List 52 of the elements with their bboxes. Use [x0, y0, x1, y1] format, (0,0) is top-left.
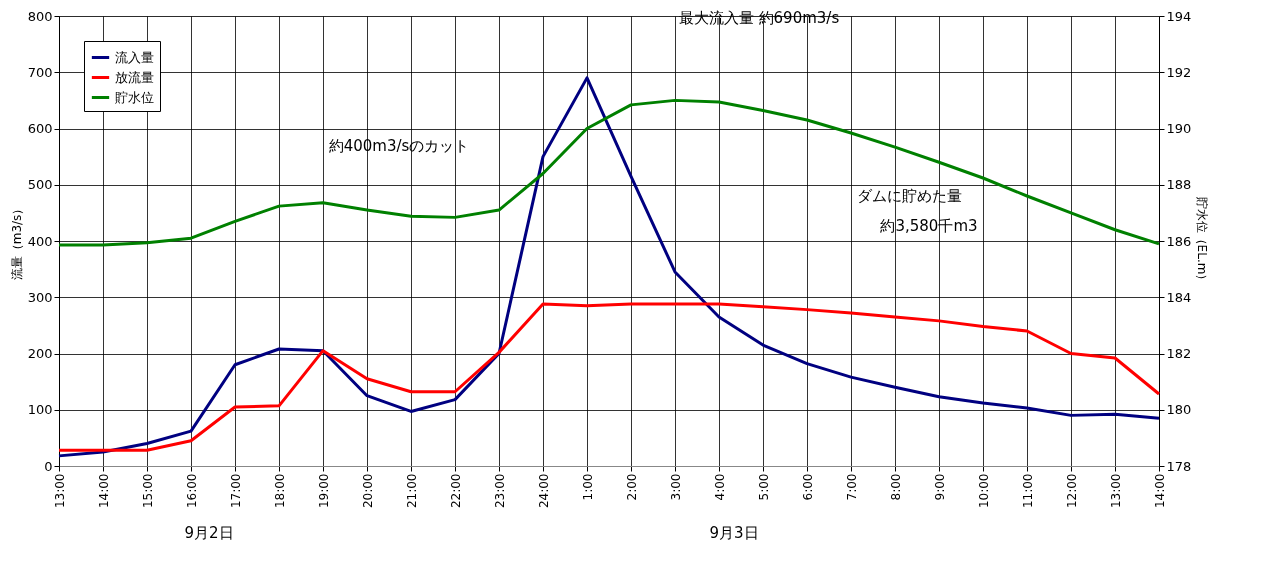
- y-tick-label: 200: [27, 346, 53, 361]
- x-tick-label: 14:00: [1152, 473, 1167, 509]
- x-tick-label: 1:00: [580, 473, 595, 501]
- x-tick-label: 4:00: [712, 473, 727, 501]
- y2-tick-label: 186: [1166, 233, 1192, 249]
- y-tick-label: 700: [27, 64, 53, 80]
- text: 9月2日: [184, 524, 234, 542]
- y-tick-label: 100: [27, 402, 53, 418]
- x-tick-label: 6:00: [800, 473, 815, 501]
- x-tick-label: 13:00: [52, 473, 67, 509]
- x-tick-label: 2:00: [624, 473, 639, 501]
- x-tick-label: 13:00: [1108, 473, 1123, 509]
- x-tick-label: 18:00: [272, 473, 287, 509]
- x-tick-label: 23:00: [492, 473, 507, 509]
- x-tick-label: 10:00: [976, 473, 991, 509]
- y-tick-label: 600: [27, 121, 53, 136]
- x-tick-label: 9:00: [932, 473, 947, 501]
- y2-tick-label: 192: [1166, 64, 1192, 80]
- x-tick-label: 17:00: [228, 473, 243, 509]
- y2-tick-label: 182: [1166, 346, 1192, 361]
- x-tick-label: 5:00: [756, 473, 771, 501]
- y2-tick-label: 184: [1166, 289, 1192, 305]
- x-tick-label: 3:00: [668, 473, 683, 501]
- x-tick-label: 20:00: [360, 473, 375, 509]
- y2-tick-label: 188: [1166, 177, 1192, 193]
- x-tick-label: 15:00: [140, 473, 155, 509]
- legend-label: 貯水位: [115, 89, 154, 105]
- x-tick-label: 16:00: [184, 473, 199, 509]
- x-tick-label: 21:00: [404, 473, 419, 509]
- x-tick-label: 22:00: [448, 473, 463, 509]
- x-tick-label: 19:00: [316, 473, 331, 509]
- y-tick-label: 400: [27, 233, 53, 249]
- x-tick-label: 11:00: [1020, 473, 1035, 509]
- y-axis-title: 流量（m3/s）: [9, 202, 24, 281]
- y2-axis-title: 貯水位（EL.m）: [1195, 196, 1210, 287]
- text: 9月3日: [709, 524, 759, 542]
- x-tick-label: 14:00: [96, 473, 111, 509]
- x-tick-label: 7:00: [844, 473, 859, 501]
- line-series: [57, 302, 1161, 452]
- x-tick-label: 24:00: [536, 473, 551, 509]
- y-tick-label: 0: [44, 458, 53, 474]
- x-tick-label: 8:00: [888, 473, 903, 501]
- y2-tick-label: 180: [1166, 402, 1192, 418]
- legend-label: 流入量: [115, 49, 154, 65]
- y-tick-label: 500: [27, 177, 53, 193]
- y-tick-label: 800: [27, 8, 53, 24]
- y2-tick-label: 190: [1166, 121, 1192, 136]
- y-tick-label: 300: [27, 289, 53, 305]
- y2-tick-label: 178: [1166, 458, 1192, 474]
- x-tick-label: 12:00: [1064, 473, 1079, 509]
- y2-tick-label: 194: [1166, 8, 1192, 24]
- legend-label: 放流量: [115, 69, 154, 85]
